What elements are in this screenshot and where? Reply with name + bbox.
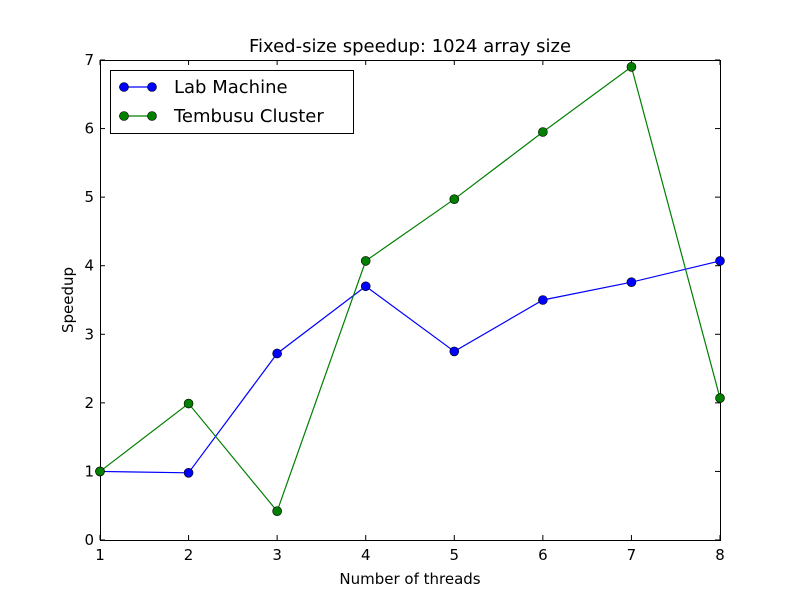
x-tick-label: 8 — [715, 546, 725, 564]
data-point — [449, 194, 460, 204]
data-point — [715, 256, 725, 266]
y-axis-label: Speedup — [59, 267, 77, 333]
series-line — [99, 65, 721, 513]
plot-area — [100, 60, 721, 541]
data-point — [183, 467, 194, 478]
x-tick-label: 6 — [538, 546, 548, 564]
legend-marker — [119, 82, 129, 92]
series-0 — [95, 256, 725, 478]
data-point — [626, 62, 637, 72]
data-point — [538, 127, 548, 137]
legend-label: Lab Machine — [174, 77, 288, 98]
x-tick-label: 2 — [184, 546, 194, 564]
data-point — [183, 398, 194, 409]
data-point — [272, 348, 282, 359]
legend: Lab Machine Tembusu Cluster — [110, 70, 354, 134]
data-point — [449, 346, 460, 357]
data-point — [360, 281, 371, 292]
y-tick-label: 7 — [84, 51, 94, 69]
y-tick-label: 6 — [84, 120, 94, 138]
x-tick-label: 4 — [361, 546, 371, 564]
data-point — [715, 393, 725, 403]
y-tick-label: 2 — [84, 394, 94, 412]
data-point — [272, 506, 282, 517]
data-point — [538, 295, 548, 305]
data-point — [626, 277, 637, 287]
data-point — [360, 256, 371, 266]
series-layer — [95, 62, 725, 517]
y-tick-label: 1 — [84, 462, 94, 480]
chart-title: Fixed-size speedup: 1024 array size — [249, 36, 571, 57]
y-tick-label: 4 — [84, 257, 94, 275]
legend-marker — [147, 82, 157, 92]
x-tick-label: 3 — [272, 546, 282, 564]
x-tick-label: 1 — [95, 546, 105, 564]
series-line — [99, 260, 721, 474]
legend-label: Tembusu Cluster — [173, 106, 324, 127]
y-tick-label: 0 — [84, 531, 94, 549]
data-point — [95, 466, 105, 477]
x-tick-label: 5 — [450, 546, 460, 564]
legend-marker — [119, 111, 129, 121]
legend-marker — [147, 111, 157, 121]
x-axis-label: Number of threads — [339, 570, 480, 588]
y-tick-label: 5 — [84, 188, 94, 206]
legend-box — [110, 70, 354, 134]
x-tick-label: 7 — [627, 546, 637, 564]
y-tick-label: 3 — [84, 325, 94, 343]
series-1 — [95, 62, 725, 517]
